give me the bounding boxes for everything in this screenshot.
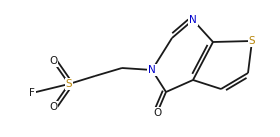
Text: N: N: [148, 65, 156, 75]
Text: F: F: [29, 88, 35, 98]
Text: S: S: [66, 79, 72, 89]
Text: S: S: [249, 36, 255, 46]
Text: O: O: [153, 108, 161, 118]
Text: O: O: [49, 102, 57, 112]
Text: O: O: [49, 56, 57, 66]
Text: N: N: [189, 15, 197, 25]
